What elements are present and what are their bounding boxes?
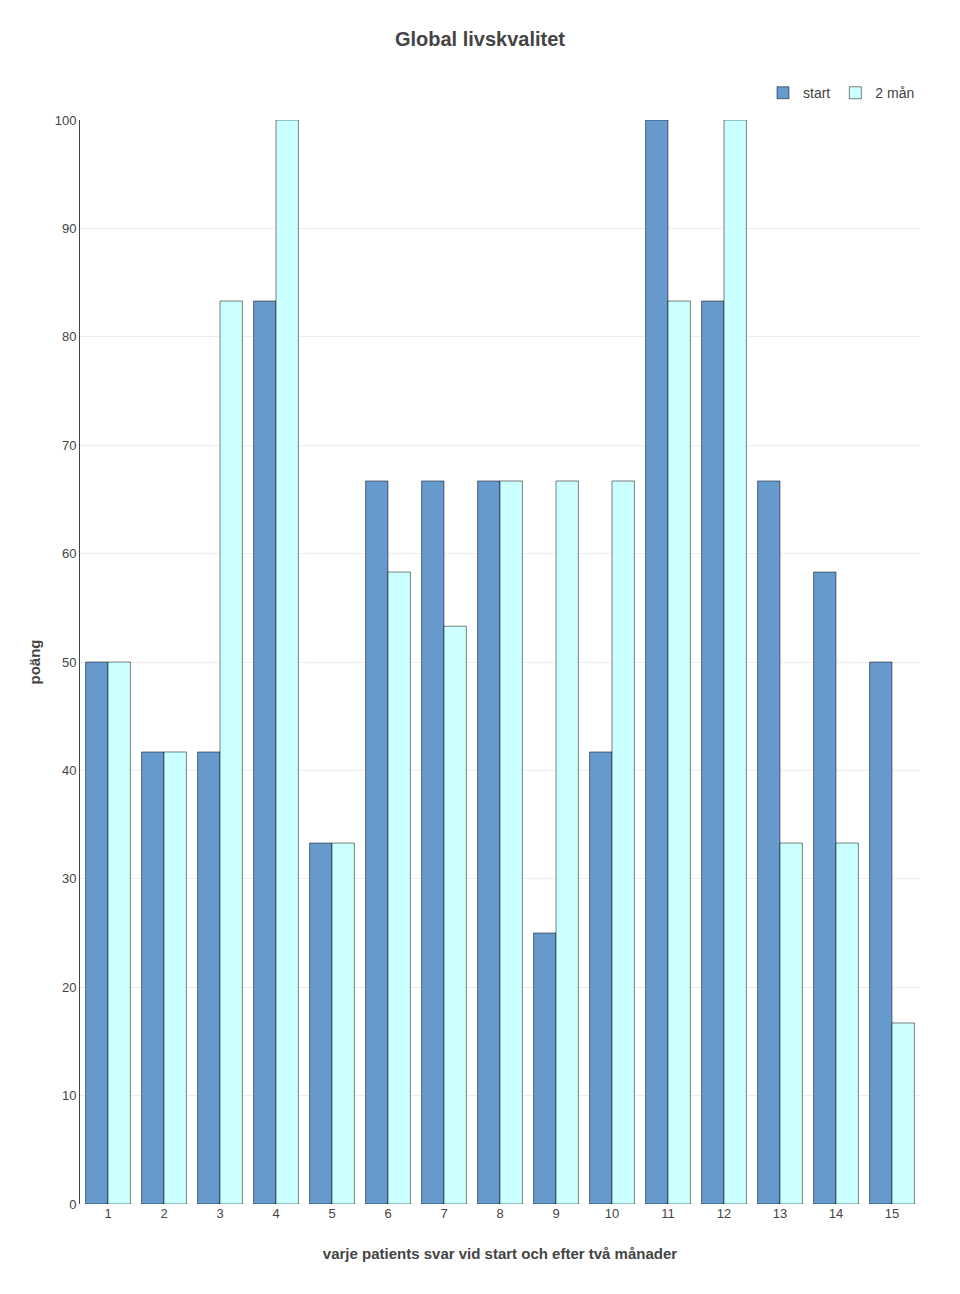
svg-text:8: 8 <box>496 1206 503 1221</box>
svg-text:2: 2 <box>160 1206 167 1221</box>
svg-text:9: 9 <box>552 1206 559 1221</box>
svg-text:40: 40 <box>62 763 76 778</box>
svg-text:3: 3 <box>216 1206 223 1221</box>
svg-text:Global livskvalitet: Global livskvalitet <box>395 28 565 50</box>
svg-text:90: 90 <box>62 221 76 236</box>
svg-text:100: 100 <box>55 113 77 128</box>
svg-text:11: 11 <box>661 1206 675 1221</box>
svg-text:15: 15 <box>885 1206 899 1221</box>
svg-text:7: 7 <box>440 1206 447 1221</box>
svg-text:30: 30 <box>62 871 76 886</box>
svg-text:2 mån: 2 mån <box>875 85 914 101</box>
svg-text:6: 6 <box>384 1206 391 1221</box>
svg-text:poäng: poäng <box>26 640 43 685</box>
svg-text:start: start <box>803 85 830 101</box>
svg-text:varje patients svar vid start: varje patients svar vid start och efter … <box>323 1245 677 1262</box>
svg-text:4: 4 <box>272 1206 279 1221</box>
svg-text:20: 20 <box>62 980 76 995</box>
svg-text:10: 10 <box>62 1088 76 1103</box>
svg-text:70: 70 <box>62 438 76 453</box>
svg-text:80: 80 <box>62 329 76 344</box>
svg-text:1: 1 <box>104 1206 111 1221</box>
svg-text:50: 50 <box>62 655 76 670</box>
svg-text:14: 14 <box>829 1206 843 1221</box>
svg-text:13: 13 <box>773 1206 787 1221</box>
svg-text:10: 10 <box>605 1206 619 1221</box>
svg-text:5: 5 <box>328 1206 335 1221</box>
svg-text:0: 0 <box>69 1197 76 1212</box>
svg-text:12: 12 <box>717 1206 731 1221</box>
svg-text:60: 60 <box>62 546 76 561</box>
